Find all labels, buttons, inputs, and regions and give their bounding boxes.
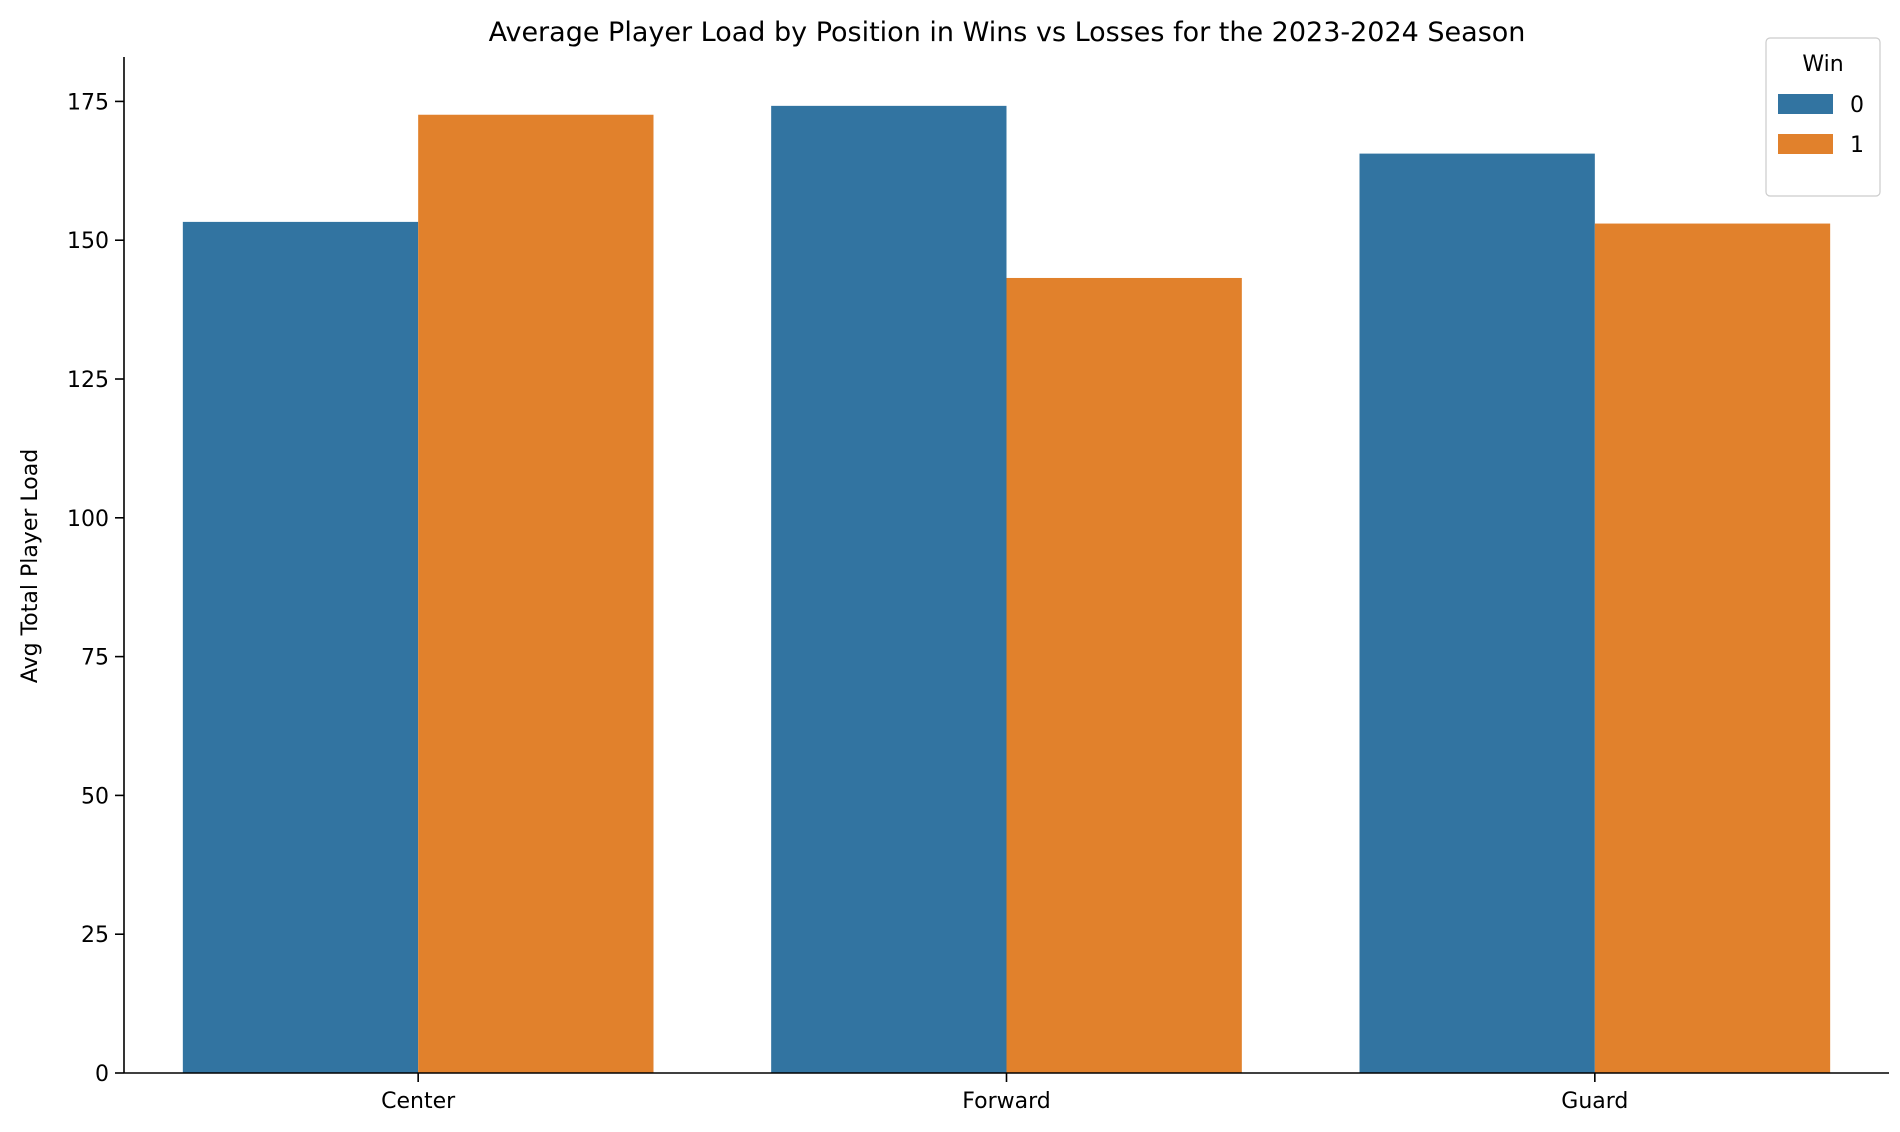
legend-box (1765, 37, 1881, 197)
legend-title: Win (1802, 52, 1843, 77)
bar-forward-win-1 (1006, 277, 1242, 1073)
legend-swatch-0 (1778, 94, 1833, 114)
legend-items: 01 (1778, 93, 1864, 158)
x-tick-label-guard: Guard (1561, 1089, 1628, 1114)
y-axis-ticks: 0 25 50 75 100 125 150 175 (67, 90, 124, 1087)
bar-guard-win-1 (1594, 223, 1831, 1073)
y-axis-label: Avg Total Player Load (18, 449, 43, 683)
bar-forward-win-0 (771, 105, 1007, 1074)
x-tick-label-center: Center (381, 1089, 456, 1114)
bar-center-win-1 (418, 114, 654, 1074)
x-tick-label-forward: Forward (962, 1089, 1050, 1114)
bars (182, 105, 1831, 1074)
legend-label-1: 1 (1850, 133, 1864, 158)
legend: Win 01 (1765, 37, 1881, 197)
y-tick-label: 0 (95, 1062, 109, 1087)
y-tick-label: 175 (67, 90, 109, 115)
y-tick-label: 75 (81, 646, 109, 671)
bar-guard-win-0 (1359, 153, 1595, 1073)
bar-center-win-0 (182, 221, 419, 1074)
y-tick-label: 150 (67, 229, 109, 254)
y-tick-label: 100 (67, 507, 109, 532)
legend-label-0: 0 (1850, 93, 1864, 118)
y-tick-label: 50 (81, 784, 109, 809)
y-tick-label: 125 (67, 368, 109, 393)
legend-swatch-1 (1778, 134, 1833, 154)
x-axis-ticks: Center Forward Guard (381, 1073, 1628, 1114)
chart-title: Average Player Load by Position in Wins … (489, 17, 1526, 48)
y-tick-label: 25 (81, 923, 109, 948)
